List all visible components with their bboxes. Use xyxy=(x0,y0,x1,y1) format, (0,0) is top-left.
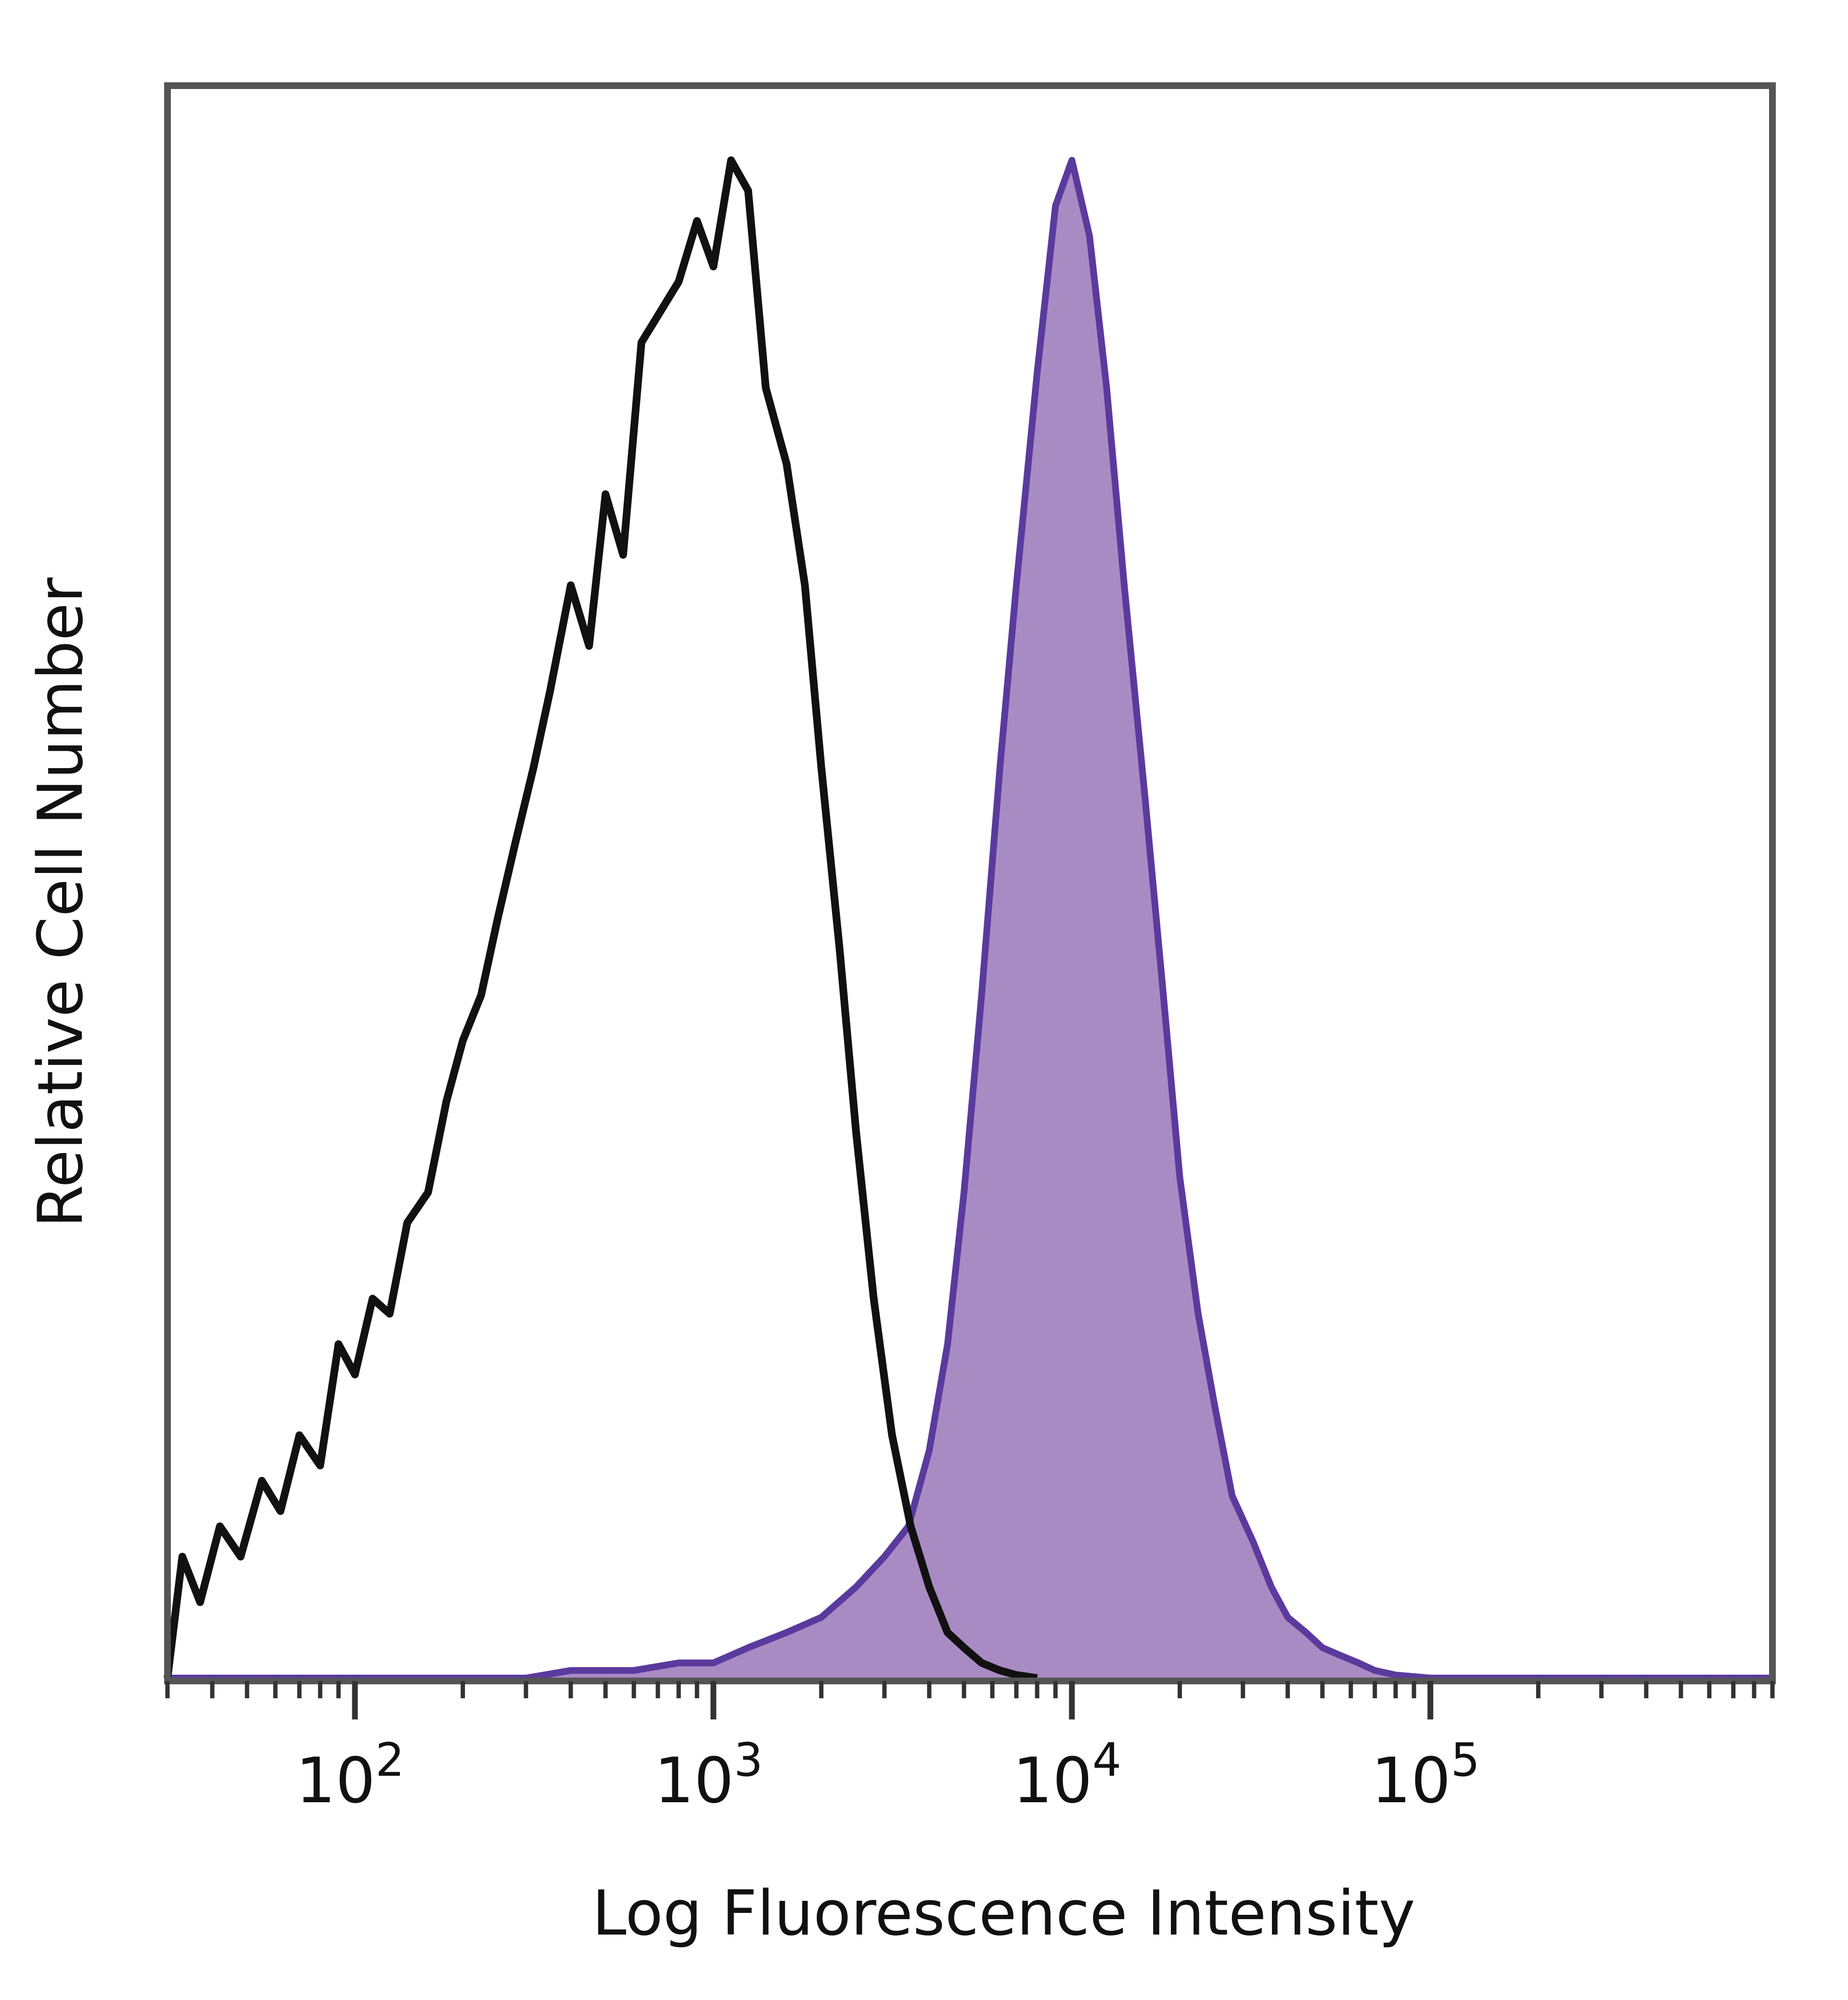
x-tick-label: 102 xyxy=(296,1734,405,1817)
x-tick-label: 104 xyxy=(1013,1734,1121,1817)
series-1-line xyxy=(167,157,1772,1681)
plot-frame xyxy=(164,82,1776,1684)
x-tick-label: 103 xyxy=(654,1734,763,1817)
x-axis-ticks: 102 103 104 105 xyxy=(165,1681,1775,1817)
y-axis-label: Relative Cell Number xyxy=(25,577,97,1228)
x-tick-label: 105 xyxy=(1371,1734,1480,1817)
series-1-area xyxy=(167,160,1772,1678)
x-axis-label: Log Fluorescence Intensity xyxy=(592,1878,1415,1949)
plot-area xyxy=(164,156,1772,1682)
series-0-line xyxy=(164,156,1038,1682)
